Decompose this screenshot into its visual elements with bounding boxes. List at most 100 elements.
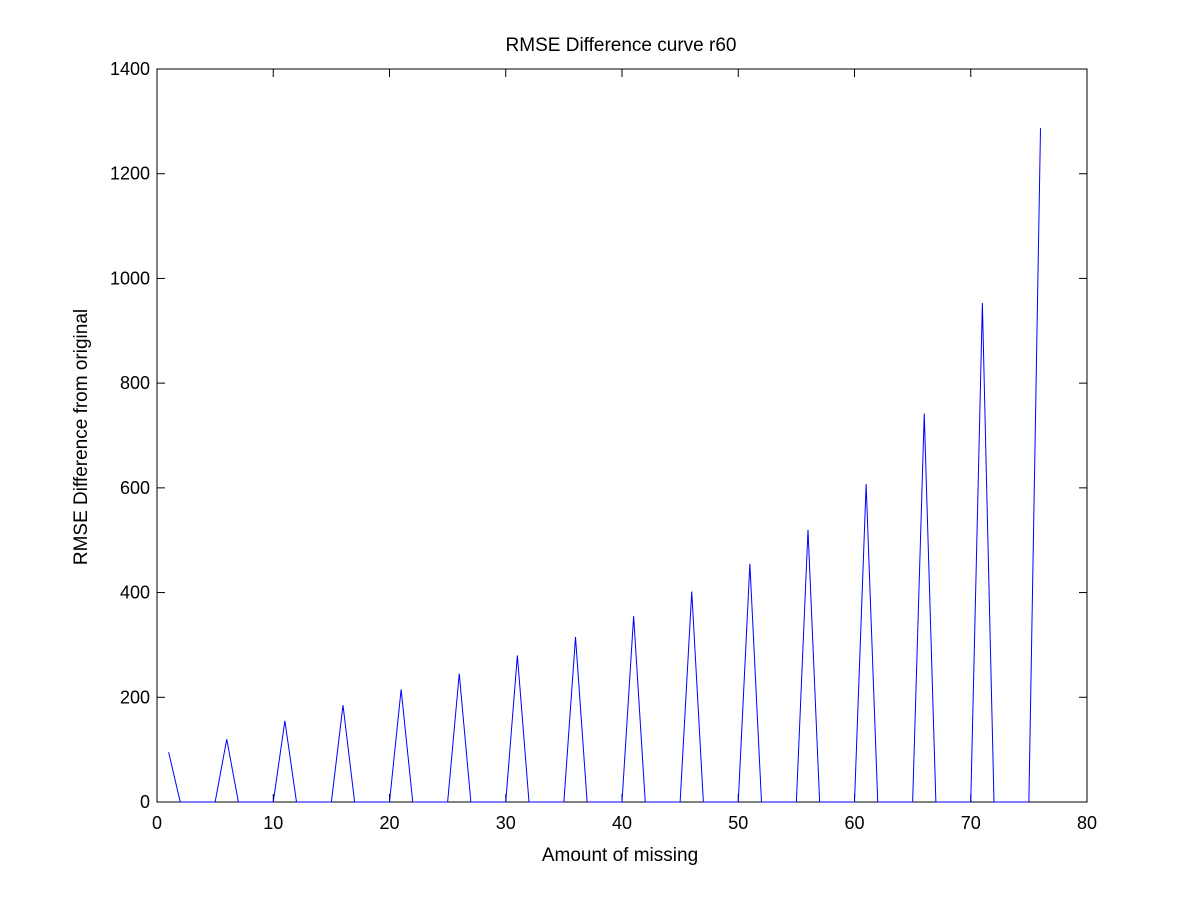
x-tick-label: 50 bbox=[728, 813, 748, 833]
data-point bbox=[331, 801, 332, 802]
data-point bbox=[517, 655, 518, 656]
data-point bbox=[703, 801, 704, 802]
data-point bbox=[249, 801, 250, 802]
chart-title: RMSE Difference curve r60 bbox=[506, 35, 737, 56]
data-point bbox=[412, 801, 413, 802]
x-tick-label: 30 bbox=[496, 813, 516, 833]
data-point bbox=[947, 801, 948, 802]
data-point bbox=[563, 801, 564, 802]
x-tick-label: 60 bbox=[844, 813, 864, 833]
data-point bbox=[273, 801, 274, 802]
data-point bbox=[738, 801, 739, 802]
data-point bbox=[575, 636, 576, 637]
data-point bbox=[226, 739, 227, 740]
data-point bbox=[621, 801, 622, 802]
data-point bbox=[435, 801, 436, 802]
data-point bbox=[587, 801, 588, 802]
data-point bbox=[900, 801, 901, 802]
data-point bbox=[866, 484, 867, 485]
y-tick-label: 1200 bbox=[110, 164, 150, 184]
y-tick-label: 200 bbox=[120, 687, 150, 707]
data-point bbox=[482, 801, 483, 802]
data-point bbox=[610, 801, 611, 802]
data-point bbox=[854, 801, 855, 802]
data-point bbox=[726, 801, 727, 802]
data-point bbox=[308, 801, 309, 802]
data-point bbox=[784, 801, 785, 802]
data-point bbox=[761, 801, 762, 802]
data-point bbox=[342, 705, 343, 706]
data-point bbox=[656, 801, 657, 802]
data-point bbox=[773, 801, 774, 802]
data-point bbox=[505, 801, 506, 802]
x-tick-label: 10 bbox=[263, 813, 283, 833]
data-point bbox=[180, 801, 181, 802]
data-point bbox=[1040, 128, 1041, 129]
series-line bbox=[168, 128, 1041, 803]
data-point bbox=[959, 801, 960, 802]
data-point bbox=[354, 801, 355, 802]
x-axis-ticks: 0 10 20 30 40 50 60 70 80 bbox=[152, 69, 1097, 833]
data-point bbox=[366, 801, 367, 802]
data-point bbox=[831, 801, 832, 802]
data-point bbox=[912, 801, 913, 802]
data-point bbox=[424, 801, 425, 802]
series-layer bbox=[168, 128, 1041, 803]
data-point bbox=[819, 801, 820, 802]
data-point bbox=[645, 801, 646, 802]
data-point bbox=[459, 673, 460, 674]
data-point bbox=[470, 801, 471, 802]
data-point bbox=[796, 801, 797, 802]
data-point bbox=[528, 801, 529, 802]
x-tick-label: 20 bbox=[379, 813, 399, 833]
x-axis-label: Amount of missing bbox=[542, 845, 698, 866]
data-point bbox=[680, 801, 681, 802]
data-point bbox=[935, 801, 936, 802]
y-tick-label: 400 bbox=[120, 583, 150, 603]
data-point bbox=[191, 801, 192, 802]
data-point bbox=[889, 801, 890, 802]
data-point bbox=[401, 689, 402, 690]
data-point bbox=[377, 801, 378, 802]
data-point bbox=[284, 720, 285, 721]
data-point bbox=[807, 529, 808, 530]
data-point bbox=[633, 616, 634, 617]
data-point bbox=[749, 563, 750, 564]
y-tick-label: 600 bbox=[120, 478, 150, 498]
x-tick-label: 40 bbox=[612, 813, 632, 833]
data-point bbox=[877, 801, 878, 802]
data-point bbox=[296, 801, 297, 802]
y-axis-label: RMSE Difference from original bbox=[71, 309, 92, 565]
data-point bbox=[970, 801, 971, 802]
data-point bbox=[238, 801, 239, 802]
y-tick-label: 800 bbox=[120, 373, 150, 393]
data-point bbox=[842, 801, 843, 802]
data-point bbox=[691, 591, 692, 592]
data-point bbox=[319, 801, 320, 802]
y-tick-label: 1000 bbox=[110, 268, 150, 288]
x-tick-label: 0 bbox=[152, 813, 162, 833]
data-point bbox=[1028, 801, 1029, 802]
y-tick-label: 1400 bbox=[110, 59, 150, 79]
data-point bbox=[389, 801, 390, 802]
data-point bbox=[494, 801, 495, 802]
data-point bbox=[993, 801, 994, 802]
data-point bbox=[540, 801, 541, 802]
data-point bbox=[261, 801, 262, 802]
data-point bbox=[598, 801, 599, 802]
data-point bbox=[1017, 801, 1018, 802]
data-point bbox=[668, 801, 669, 802]
data-point bbox=[215, 801, 216, 802]
data-point bbox=[203, 801, 204, 802]
data-point bbox=[552, 801, 553, 802]
data-point bbox=[447, 801, 448, 802]
data-point bbox=[982, 302, 983, 303]
x-tick-label: 70 bbox=[961, 813, 981, 833]
y-tick-label: 0 bbox=[140, 792, 150, 812]
y-axis-ticks: 0 200 400 600 800 1000 1200 1400 bbox=[110, 59, 1087, 812]
x-tick-label: 80 bbox=[1077, 813, 1097, 833]
data-point bbox=[1005, 801, 1006, 802]
data-point bbox=[924, 413, 925, 414]
data-point bbox=[714, 801, 715, 802]
